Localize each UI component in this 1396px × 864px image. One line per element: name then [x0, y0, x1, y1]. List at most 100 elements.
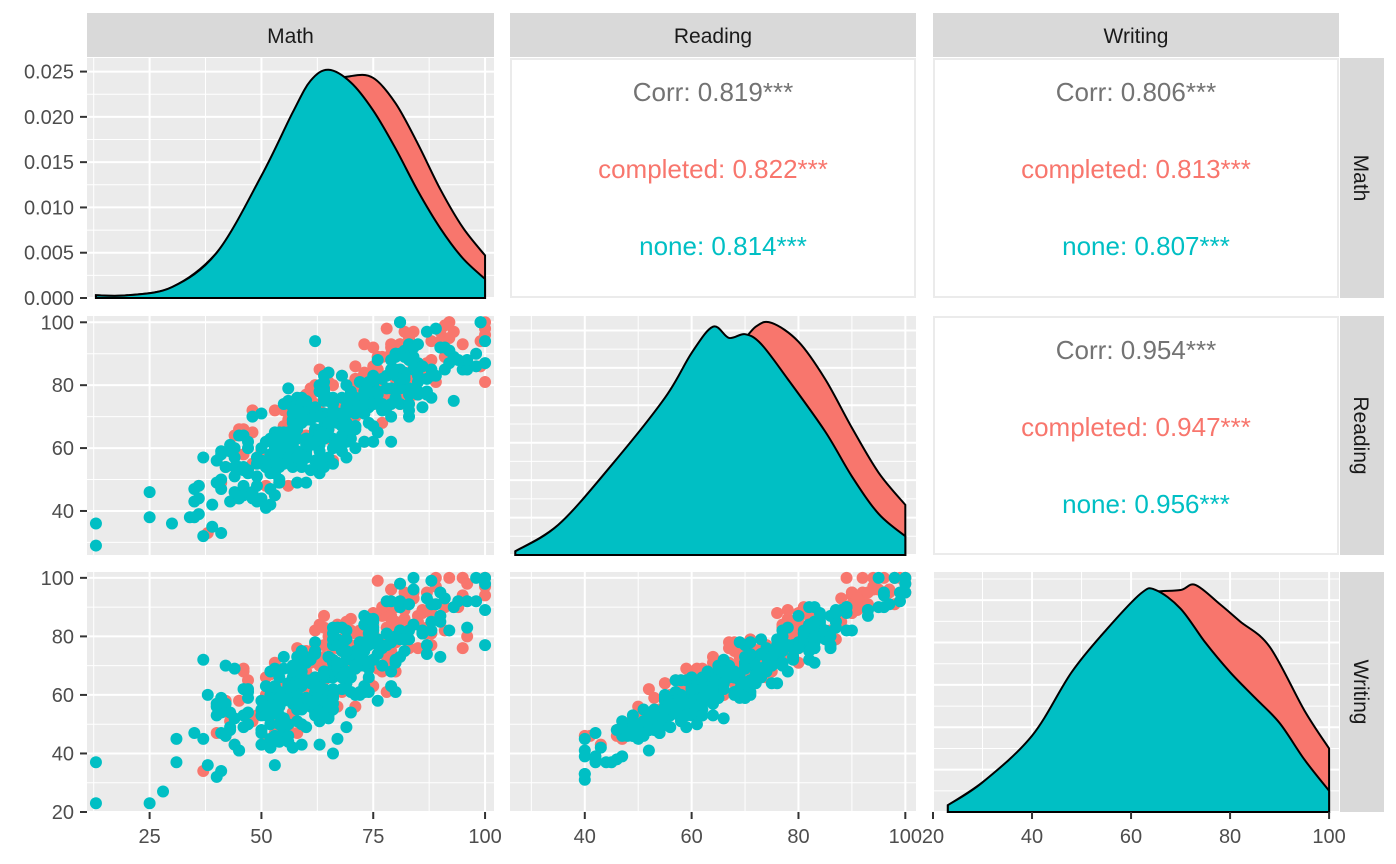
point-none	[808, 630, 821, 643]
point-none	[394, 633, 407, 646]
point-none	[264, 741, 277, 754]
point-none	[344, 706, 357, 719]
tick-label-x-math: 25	[138, 826, 160, 848]
point-none	[642, 744, 655, 757]
point-none	[273, 473, 286, 486]
point-none	[744, 647, 757, 660]
point-completed	[840, 571, 853, 584]
point-outlier	[89, 756, 102, 769]
point-none	[371, 385, 384, 398]
point-completed	[425, 354, 438, 367]
point-completed	[456, 338, 469, 351]
point-none	[637, 703, 650, 716]
point-none	[264, 467, 277, 480]
point-none	[188, 495, 201, 508]
tick-label-x-writing: 80	[1219, 826, 1241, 848]
point-none	[143, 511, 156, 524]
point-none	[215, 526, 228, 539]
point-none	[411, 376, 424, 389]
point-none	[626, 715, 639, 728]
point-none	[224, 721, 237, 734]
point-none	[326, 457, 339, 470]
strip-top-reading	[510, 13, 916, 57]
point-none	[233, 492, 246, 505]
point-none	[367, 420, 380, 433]
point-none	[389, 656, 402, 669]
point-none	[443, 624, 456, 637]
point-none	[210, 709, 223, 722]
point-none	[143, 486, 156, 499]
point-none	[776, 645, 789, 658]
point-none	[829, 615, 842, 628]
point-none	[326, 688, 339, 701]
point-none	[246, 486, 259, 499]
point-none	[228, 460, 241, 473]
point-none	[394, 577, 407, 590]
point-none	[358, 388, 371, 401]
point-none	[394, 398, 407, 411]
point-none	[286, 423, 299, 436]
point-completed	[781, 604, 794, 617]
point-completed	[318, 609, 331, 622]
point-none	[228, 470, 241, 483]
point-completed	[707, 650, 719, 663]
point-none	[264, 498, 277, 511]
point-outlier	[89, 517, 102, 530]
point-completed	[416, 606, 429, 619]
point-none	[224, 706, 237, 719]
point-none	[642, 724, 655, 737]
point-none	[589, 726, 602, 739]
tick-label-y-writing: 100	[41, 568, 74, 590]
corr-label-none: none: 0.807***	[1062, 231, 1230, 261]
point-none	[233, 744, 246, 757]
point-completed	[443, 571, 456, 584]
point-none	[300, 721, 313, 734]
point-completed	[407, 325, 420, 338]
point-none	[259, 709, 272, 722]
tick-label-y-density: 0.000	[24, 288, 74, 310]
point-none	[277, 662, 290, 675]
point-none	[349, 404, 362, 417]
point-none	[429, 322, 442, 335]
point-none	[197, 530, 210, 543]
point-none	[389, 686, 402, 698]
strip-right-math	[1340, 58, 1384, 298]
point-none	[474, 316, 487, 329]
point-none	[872, 571, 885, 584]
point-none	[765, 677, 778, 690]
point-completed	[835, 592, 848, 605]
point-none	[755, 633, 768, 646]
point-none	[877, 586, 890, 599]
tick-label-x-reading: 40	[574, 826, 596, 848]
point-none	[282, 729, 295, 742]
point-none	[331, 732, 344, 745]
point-none	[717, 677, 730, 690]
point-none	[385, 435, 398, 448]
point-none	[340, 665, 353, 678]
point-none	[349, 442, 362, 455]
point-none	[403, 624, 416, 637]
point-none	[335, 445, 348, 458]
point-none	[192, 479, 205, 492]
point-none	[255, 694, 268, 707]
point-none	[273, 691, 286, 704]
tick-label-y-reading: 40	[52, 501, 74, 523]
point-completed	[371, 574, 384, 587]
point-none	[653, 724, 666, 737]
point-none	[803, 645, 816, 658]
point-none	[237, 479, 250, 492]
point-none	[701, 665, 714, 678]
point-none	[658, 703, 671, 716]
point-none	[291, 476, 304, 489]
point-completed	[680, 662, 693, 675]
point-none	[407, 571, 420, 584]
point-none	[304, 438, 317, 451]
point-none	[479, 577, 492, 590]
point-none	[470, 360, 483, 373]
point-completed	[479, 589, 492, 602]
point-none	[268, 759, 281, 772]
point-completed	[268, 404, 281, 417]
point-none	[286, 407, 299, 420]
point-completed	[461, 630, 474, 643]
